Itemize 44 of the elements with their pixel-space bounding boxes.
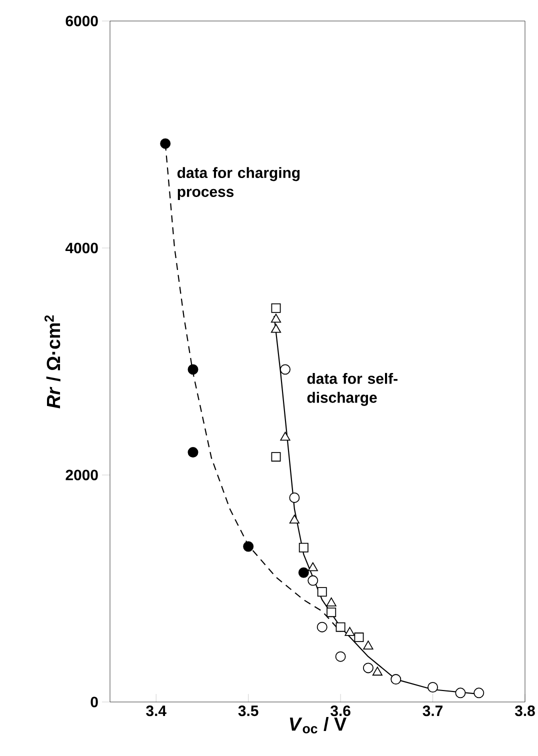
point (298, 542, 308, 552)
point (428, 682, 438, 692)
point (298, 567, 309, 578)
point (271, 452, 281, 462)
point (270, 314, 282, 323)
x-tick-label: 3.4 (146, 706, 166, 716)
annotation: data for self-discharge (307, 372, 398, 406)
x-tick-label: 3.7 (422, 706, 443, 716)
y-axis-title: Rr / Ω·cm$^{2}$ (44, 315, 60, 408)
x-axis-title: V$_{oc}$ / V (290, 716, 346, 734)
point (363, 640, 374, 650)
point (160, 138, 171, 149)
point (390, 674, 402, 685)
point (372, 666, 382, 676)
point (289, 492, 300, 503)
point (455, 688, 466, 698)
point (188, 447, 198, 458)
point (289, 514, 300, 524)
point (280, 432, 290, 441)
y-tick-label: 0 (90, 696, 98, 708)
point (271, 303, 281, 313)
point (336, 622, 346, 632)
point (354, 632, 364, 642)
point (243, 541, 254, 552)
point (474, 688, 484, 698)
x-tick-label: 3.8 (514, 706, 535, 716)
point (344, 627, 355, 636)
point (335, 651, 346, 662)
point (280, 364, 290, 375)
x-tick-label: 3.6 (330, 706, 350, 716)
point (326, 598, 336, 606)
point (188, 364, 198, 375)
x-tick-label: 3.5 (238, 706, 258, 716)
point (362, 662, 374, 674)
point (326, 608, 336, 618)
annotation: data for charging process (177, 167, 300, 200)
point (270, 324, 282, 333)
point (317, 587, 327, 597)
y-tick-label: 2000 (66, 470, 98, 480)
y-tick-label: 6000 (66, 16, 98, 26)
point (308, 575, 318, 586)
y-tick-label: 4000 (65, 242, 98, 254)
point (316, 622, 328, 632)
point (308, 562, 318, 572)
